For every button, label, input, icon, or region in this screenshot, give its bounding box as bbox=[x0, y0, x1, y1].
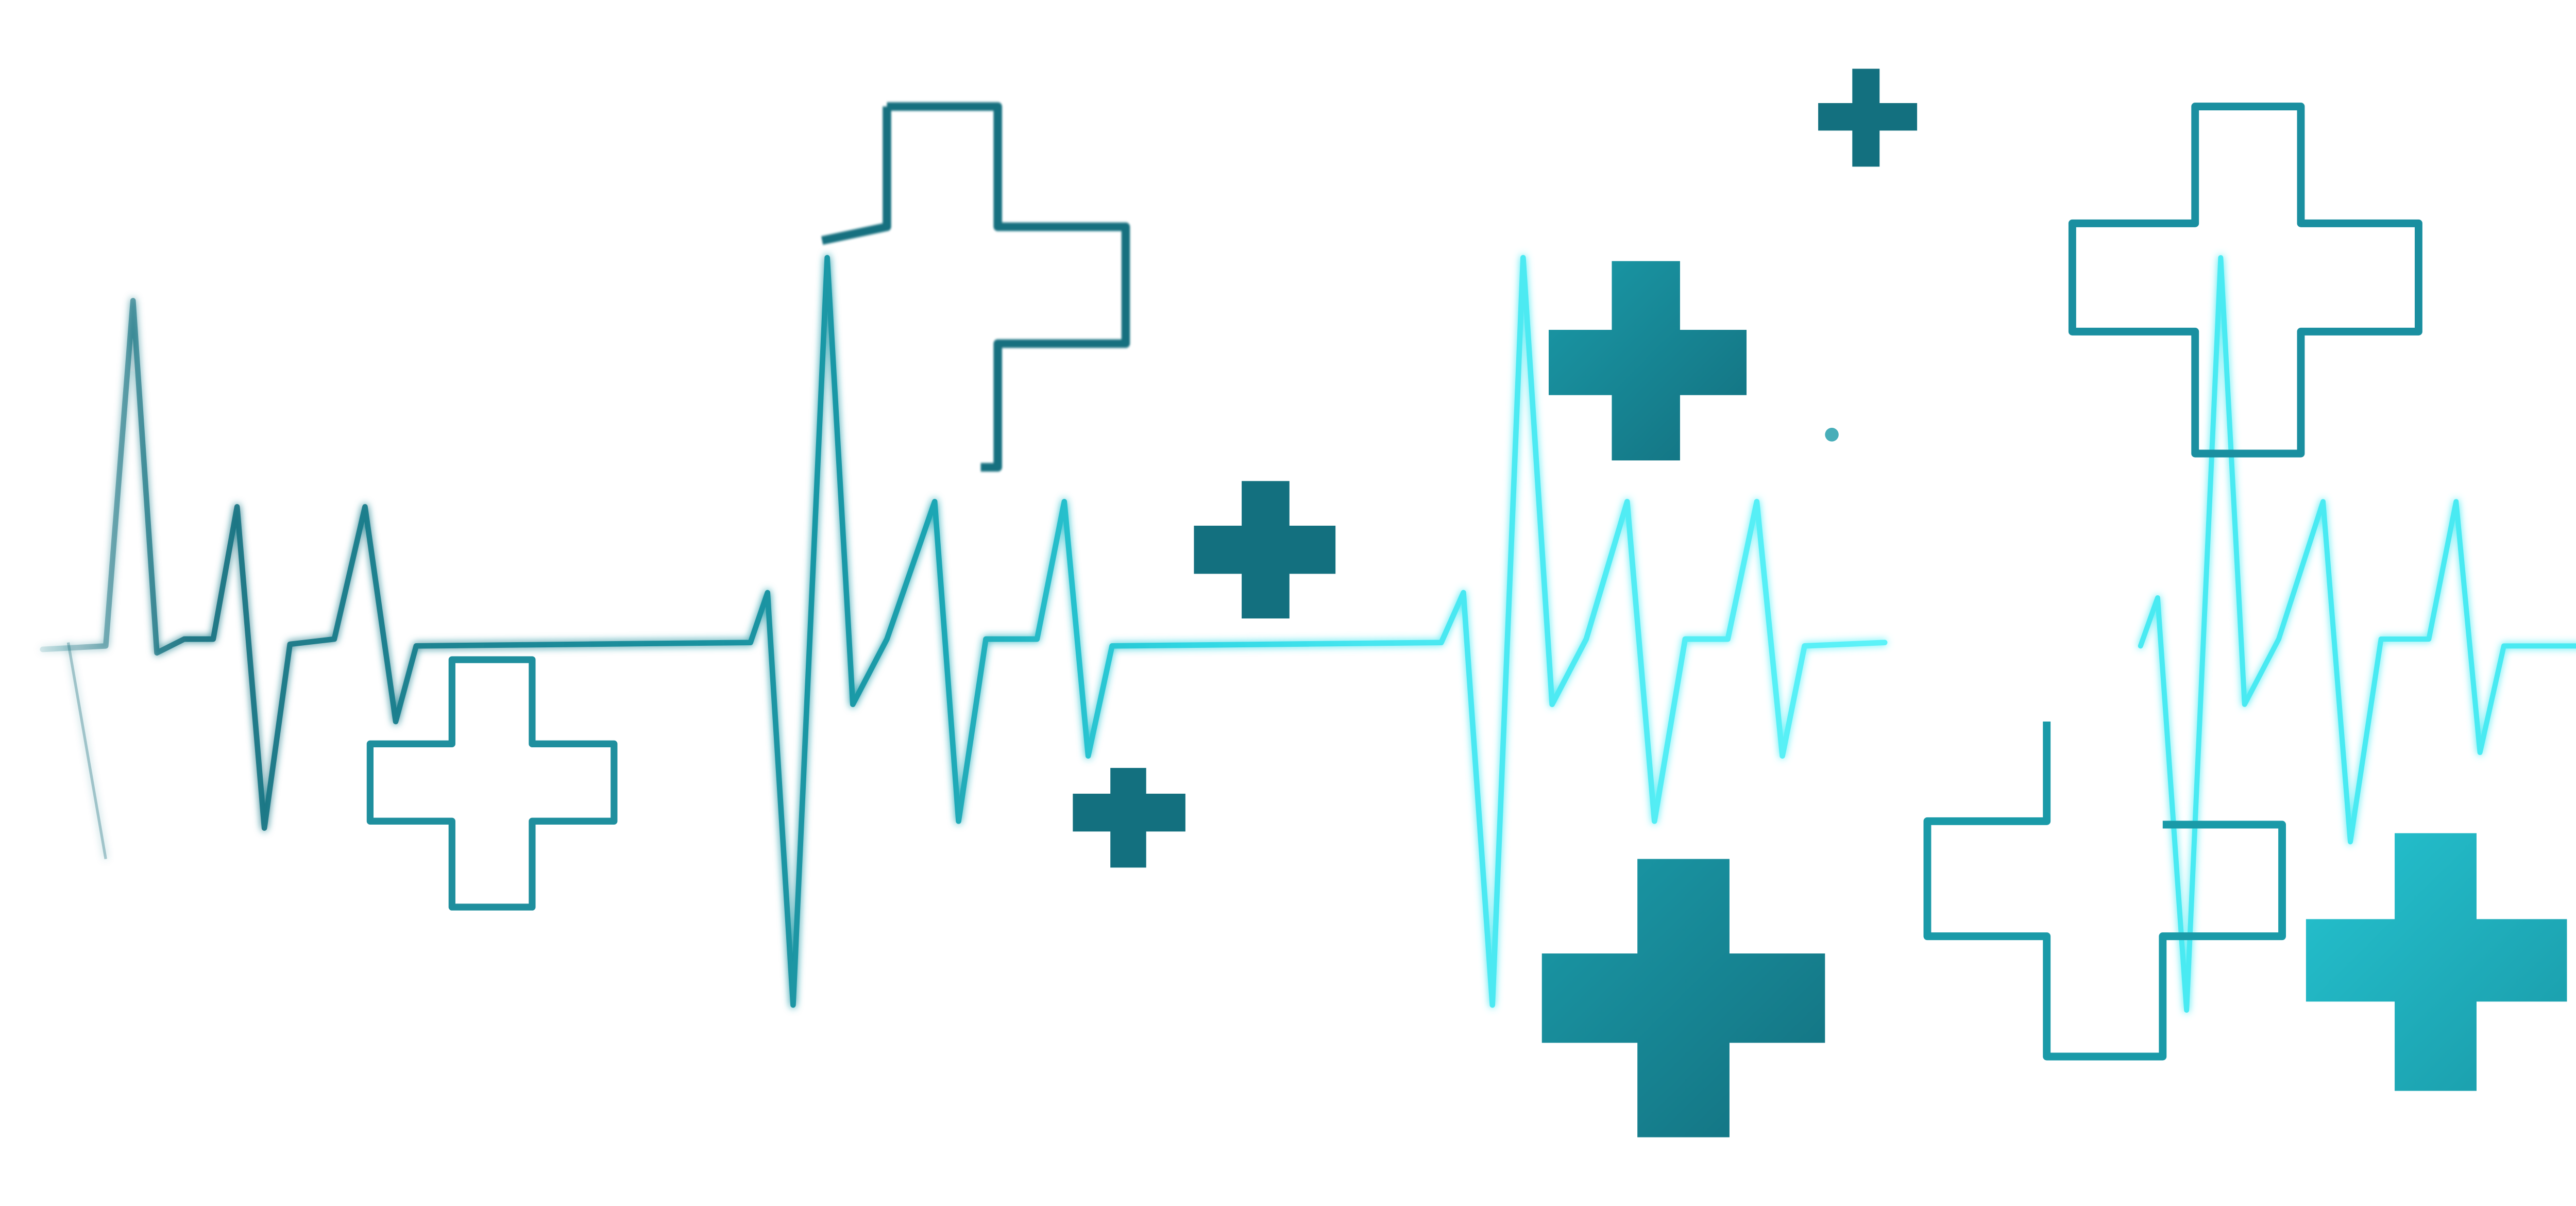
medical-cross-icon bbox=[1818, 69, 1918, 167]
outline-cross-icon bbox=[1923, 722, 2286, 1061]
medical-cross-icon bbox=[1194, 481, 1336, 618]
outline-cross-icon bbox=[821, 102, 1130, 472]
outline-cross-icon bbox=[366, 656, 618, 911]
medical-cross-icon bbox=[1541, 859, 1825, 1137]
medical-cross-icon bbox=[1549, 261, 1747, 461]
medical-cross-icon bbox=[1073, 768, 1185, 868]
dot-icon bbox=[1825, 428, 1839, 442]
medical-cross-icon bbox=[2306, 833, 2567, 1091]
heartbeat-line-icon bbox=[40, 255, 2576, 1013]
outline-cross-icon bbox=[2068, 103, 2422, 458]
